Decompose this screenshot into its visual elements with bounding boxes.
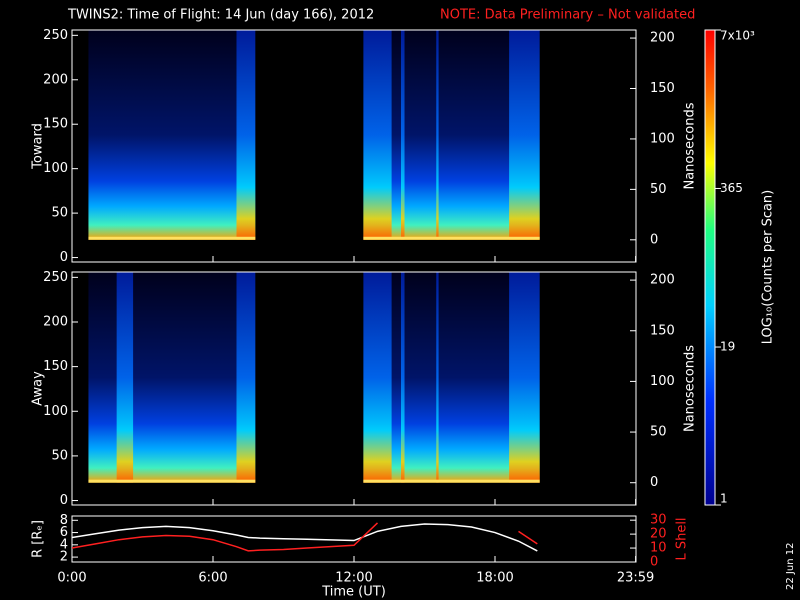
y2-tick-label: 200 bbox=[650, 273, 675, 288]
y2-tick-label: 200 bbox=[650, 31, 675, 46]
x-axis-label: Time (UT) bbox=[321, 585, 386, 600]
spectrogram-burst bbox=[236, 272, 256, 483]
spectrogram-floor bbox=[363, 479, 540, 483]
y-tick-label: 250 bbox=[43, 270, 68, 285]
y2-tick-label: 100 bbox=[650, 131, 675, 146]
y-tick-label: 200 bbox=[43, 314, 68, 329]
y-tick-label: 50 bbox=[51, 448, 68, 463]
date-stamp: 22 Jun 12 bbox=[785, 543, 796, 590]
spectrogram-burst bbox=[509, 30, 540, 240]
y-tick-label: 200 bbox=[43, 72, 68, 87]
y-axis-label: R [Rₑ] bbox=[31, 520, 46, 558]
y-tick-label: 8 bbox=[60, 513, 68, 528]
y2-tick-label: 10 bbox=[650, 541, 667, 556]
x-tick-label: 6:00 bbox=[198, 571, 227, 586]
colorbar-tick-label: 19 bbox=[720, 340, 735, 354]
line-series bbox=[72, 522, 538, 552]
y-tick-label: 6 bbox=[60, 525, 68, 540]
y-tick-label: 2 bbox=[60, 550, 68, 565]
y-tick-label: 150 bbox=[43, 359, 68, 374]
y-tick-label: 50 bbox=[51, 206, 68, 221]
y2-tick-label: 0 bbox=[650, 232, 658, 247]
spectrogram-burst bbox=[509, 272, 540, 483]
spectrogram-floor bbox=[88, 236, 256, 240]
y2-tick-label: 50 bbox=[650, 425, 667, 440]
x-tick-label: 18:00 bbox=[476, 571, 513, 586]
colorbar bbox=[704, 29, 716, 506]
y-tick-label: 100 bbox=[43, 161, 68, 176]
colorbar-tick-label: 7x10³ bbox=[720, 29, 755, 43]
spectrogram-burst bbox=[401, 30, 405, 240]
y2-tick-label: 0 bbox=[650, 555, 658, 570]
spectrogram-floor bbox=[363, 236, 540, 240]
y-tick-label: 100 bbox=[43, 404, 68, 419]
y2-tick-label: 0 bbox=[650, 475, 658, 490]
colorbar-tick-label: 1 bbox=[720, 492, 728, 506]
spectrogram-burst bbox=[401, 272, 405, 483]
y-tick-label: 0 bbox=[60, 493, 68, 508]
spectrogram-floor bbox=[88, 479, 256, 483]
title: TWINS2: Time of Flight: 14 Jun (day 166)… bbox=[67, 8, 374, 23]
spectrogram-burst bbox=[116, 272, 134, 483]
y2-tick-label: 20 bbox=[650, 527, 667, 542]
y-tick-label: 250 bbox=[43, 28, 68, 43]
y-tick-label: 0 bbox=[60, 250, 68, 265]
x-tick-label: 0:00 bbox=[57, 571, 86, 586]
y2-tick-label: 100 bbox=[650, 374, 675, 389]
spectrogram-burst bbox=[363, 30, 392, 240]
y2-tick-label: 150 bbox=[650, 81, 675, 96]
y2-tick-label: 30 bbox=[650, 513, 667, 528]
y-tick-label: 4 bbox=[60, 537, 68, 552]
colorbar-label: LOG₁₀(Counts per Scan) bbox=[761, 190, 776, 345]
y-axis-label: Away bbox=[31, 371, 46, 406]
spectrogram-fill bbox=[88, 30, 256, 240]
x-tick-label: 23:59 bbox=[617, 571, 654, 586]
y-axis-label: Toward bbox=[31, 123, 46, 170]
colorbar-tick-label: 365 bbox=[720, 181, 743, 195]
note: NOTE: Data Preliminary – Not validated bbox=[440, 8, 695, 23]
spectrogram-fill bbox=[88, 272, 256, 483]
spectrogram-burst bbox=[436, 30, 439, 240]
line-series bbox=[72, 523, 538, 552]
y-tick-label: 150 bbox=[43, 117, 68, 132]
spectrogram-burst bbox=[363, 272, 392, 483]
spectrogram-burst bbox=[236, 30, 256, 240]
plot-frame bbox=[71, 515, 637, 563]
y2-tick-label: 50 bbox=[650, 182, 667, 197]
y2-tick-label: 150 bbox=[650, 323, 675, 338]
spectrogram-burst bbox=[436, 272, 439, 483]
y2-axis-label: L Shell bbox=[675, 517, 690, 560]
x-tick-label: 12:00 bbox=[335, 571, 372, 586]
y2-axis-label: Nanoseconds bbox=[683, 345, 698, 432]
y2-axis-label: Nanoseconds bbox=[683, 102, 698, 189]
